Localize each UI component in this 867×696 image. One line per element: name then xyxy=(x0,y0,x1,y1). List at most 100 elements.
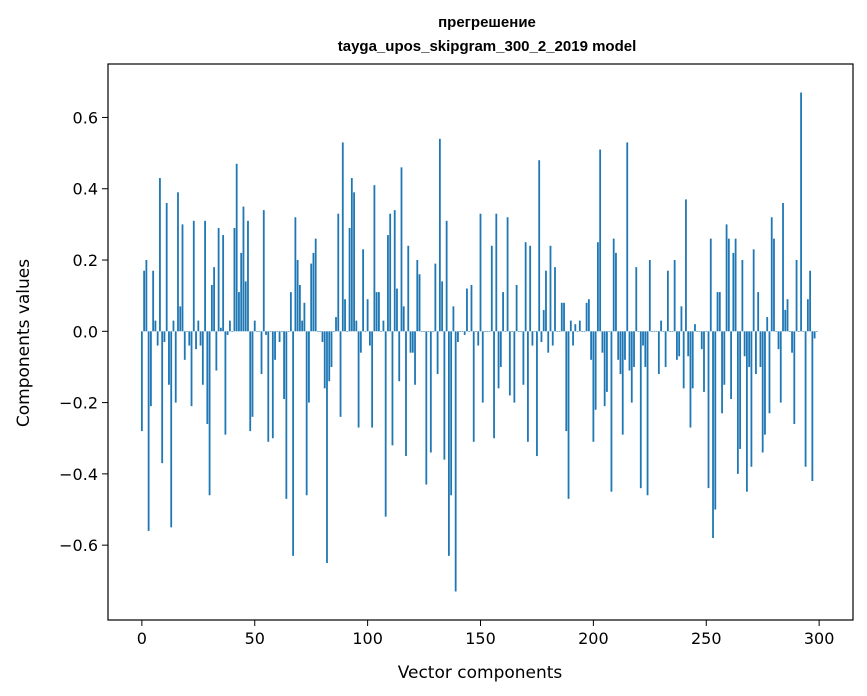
bar xyxy=(378,292,380,332)
bar xyxy=(809,270,812,332)
bar xyxy=(542,309,545,332)
bar xyxy=(292,331,295,556)
bar xyxy=(698,331,701,332)
bar xyxy=(330,331,333,367)
bar xyxy=(732,252,735,332)
bar xyxy=(515,284,518,332)
bar xyxy=(466,288,468,332)
bar xyxy=(703,331,705,392)
bar xyxy=(660,320,663,332)
bar xyxy=(298,284,301,332)
bar xyxy=(206,331,209,424)
bar xyxy=(459,331,462,332)
bar xyxy=(619,331,622,375)
bar xyxy=(791,331,793,353)
bar xyxy=(490,245,493,332)
bar xyxy=(267,331,270,442)
bar xyxy=(691,331,694,389)
bar xyxy=(757,292,760,332)
x-tick-label: 150 xyxy=(465,629,496,648)
bar xyxy=(569,320,572,332)
bar xyxy=(587,299,590,332)
bar xyxy=(484,331,486,332)
bar xyxy=(461,331,464,332)
bar xyxy=(680,306,683,332)
bar xyxy=(434,263,437,332)
bar xyxy=(335,317,337,332)
bar xyxy=(644,331,647,367)
bar xyxy=(689,331,692,428)
bar xyxy=(739,331,742,449)
bar xyxy=(450,331,453,496)
bar xyxy=(538,160,541,332)
bar xyxy=(454,331,457,592)
bar xyxy=(583,331,586,332)
bar xyxy=(666,270,669,332)
bar xyxy=(709,238,712,332)
x-axis-label: Vector components xyxy=(398,663,563,683)
bar xyxy=(610,331,613,492)
bar xyxy=(396,288,398,332)
bar xyxy=(321,331,324,342)
y-axis-label: Components values xyxy=(14,259,34,427)
bar xyxy=(727,238,730,332)
bar xyxy=(655,331,658,332)
y-axis-ticks: −0.6 −0.4 −0.2 0.0 0.2 0.4 0.6 xyxy=(59,108,108,555)
bar xyxy=(574,324,577,332)
bar xyxy=(152,270,155,332)
y-tick-label: 0.0 xyxy=(73,322,98,341)
bar xyxy=(210,284,213,332)
bar xyxy=(730,331,732,400)
bar xyxy=(274,331,276,360)
bar xyxy=(411,331,414,353)
bar xyxy=(770,217,773,332)
bar xyxy=(296,260,299,332)
bar xyxy=(149,331,152,407)
bar xyxy=(341,142,344,332)
bar xyxy=(355,320,358,332)
bar xyxy=(673,260,676,332)
bar xyxy=(384,331,387,517)
bar xyxy=(723,331,726,385)
bar xyxy=(287,331,290,332)
x-tick-label: 0 xyxy=(137,629,147,648)
bar xyxy=(752,249,755,332)
bar xyxy=(712,331,714,539)
bar xyxy=(755,331,757,375)
bar xyxy=(662,331,665,332)
bar xyxy=(357,331,360,428)
bars-group xyxy=(140,92,818,592)
bar xyxy=(745,331,748,492)
bar xyxy=(276,331,279,332)
bar xyxy=(328,331,331,382)
bar xyxy=(804,331,807,467)
bar xyxy=(387,235,389,332)
y-tick-label: 0.4 xyxy=(73,180,98,199)
bar xyxy=(447,331,450,556)
bar xyxy=(596,242,599,332)
bar xyxy=(350,178,353,332)
bar xyxy=(806,299,809,332)
bar xyxy=(527,331,529,442)
bar xyxy=(802,331,805,332)
bar xyxy=(581,331,583,332)
bar xyxy=(529,245,532,332)
bar xyxy=(405,331,407,457)
bar xyxy=(265,331,267,335)
bar xyxy=(718,292,721,332)
bar xyxy=(253,320,256,332)
bar xyxy=(536,331,538,457)
bar xyxy=(429,331,432,453)
bar xyxy=(371,331,374,428)
bar xyxy=(143,270,146,332)
bar xyxy=(779,331,782,403)
bar xyxy=(314,238,317,332)
bar xyxy=(147,331,150,531)
bar xyxy=(594,331,597,410)
bar xyxy=(635,267,638,332)
y-tick-label: 0.6 xyxy=(73,108,98,127)
bar xyxy=(174,331,177,403)
bar xyxy=(190,331,193,407)
bar xyxy=(511,331,514,332)
bar xyxy=(201,331,204,385)
